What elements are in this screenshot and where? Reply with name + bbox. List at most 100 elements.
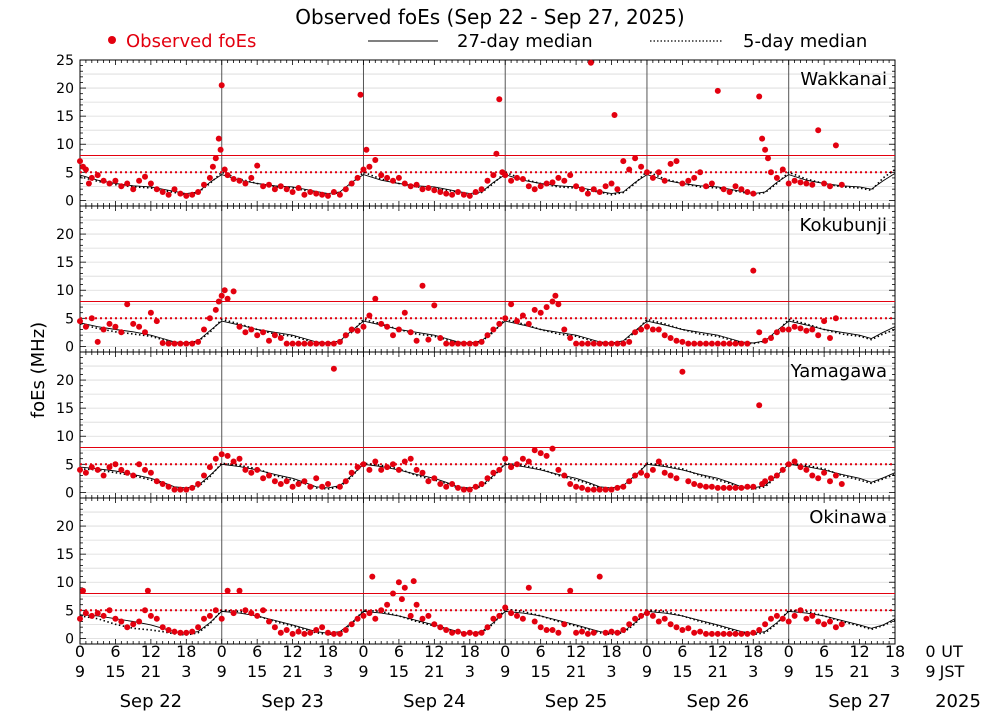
observed-point [508,177,515,184]
observed-point [608,628,615,635]
observed-point [838,621,845,628]
observed-point [360,461,367,468]
observed-point [531,306,538,313]
observed-point [614,186,621,193]
observed-point [159,481,166,487]
observed-point [493,150,500,157]
observed-point [596,573,603,580]
observed-point [449,340,456,347]
observed-point [478,338,485,345]
observed-point [221,287,228,294]
observed-point [832,472,839,479]
observed-point [673,337,680,344]
observed-point [584,190,591,197]
observed-point [363,146,370,153]
observed-point [360,612,367,619]
observed-point [230,610,237,617]
x-tick-label-ut: 0 [784,642,794,661]
observed-point [587,59,594,66]
observed-point [378,607,385,614]
day-label: Sep 27 [828,691,891,712]
observed-point [573,183,580,190]
observed-point [779,466,786,473]
observed-point [720,630,727,637]
observed-point [655,326,662,333]
observed-point [519,312,526,319]
observed-point [584,340,591,347]
observed-point [100,612,107,619]
observed-point [821,469,828,476]
observed-point [732,630,739,637]
x-tick-label-ut: 0 [217,642,227,661]
observed-point [785,461,792,468]
observed-point [254,612,261,619]
observed-point [803,327,810,334]
observed-point [460,340,467,347]
observed-point [543,627,550,633]
observed-point [313,627,320,633]
observed-point [407,329,414,336]
x-tick-label-ut: 12 [424,642,444,661]
observed-point [596,486,603,493]
observed-point [626,621,633,628]
observed-point [773,612,780,619]
observed-point [714,87,721,94]
observed-point [472,340,479,347]
observed-point [708,180,715,187]
observed-point [100,177,107,184]
observed-point [118,183,125,190]
observed-point [756,329,763,336]
observed-point [697,482,704,489]
observed-point [395,326,402,333]
observed-point [738,630,745,637]
x-tick-label-jst: 9 [75,662,85,681]
observed-point [401,458,408,465]
x-axis: 0 6 12 18 0 6 12 18 0 6 12 18 0 6 12 18 0 6 12 18 0 6 12 18 09 15… [75,642,936,712]
observed-point [744,483,751,490]
observed-point [697,628,704,635]
y-tick-label: 5 [65,603,74,619]
x-tick-label-ut: 0 [642,642,652,661]
observed-point [215,298,222,305]
observed-point [330,340,337,347]
x-tick-label-ut: 18 [176,642,196,661]
observed-point [472,483,479,490]
observed-point [667,335,674,341]
observed-point [455,189,461,195]
x-tick-label-ut: 18 [885,642,905,661]
y-tick-label: 0 [65,339,74,355]
observed-point [159,189,166,195]
observed-point [413,181,420,188]
observed-point [124,180,131,187]
observed-point [455,484,461,491]
observed-point [703,340,709,347]
x-tick-label-jst: 15 [672,662,692,681]
observed-point [124,624,131,631]
observed-point [726,340,733,347]
observed-point [549,179,556,186]
observed-point [661,615,668,622]
observed-point [266,472,272,479]
observed-point [626,166,633,173]
observed-point [201,326,207,333]
observed-point [449,629,456,636]
observed-point [549,627,556,633]
observed-point [638,326,645,333]
observed-point [224,587,231,594]
observed-point [136,323,143,330]
observed-point [797,325,804,332]
observed-point [579,628,585,635]
observed-point [136,618,143,625]
axis-row-label-ut: UT [941,642,963,661]
observed-point [455,628,461,635]
observed-point [271,624,278,631]
observed-point [189,628,196,635]
observed-point [661,469,668,476]
observed-point [130,621,137,628]
observed-point [744,340,751,347]
observed-point [508,610,515,617]
x-tick-label-jst: 3 [465,662,475,681]
observed-point [685,478,692,485]
observed-point [466,192,473,199]
observed-point [88,315,95,322]
